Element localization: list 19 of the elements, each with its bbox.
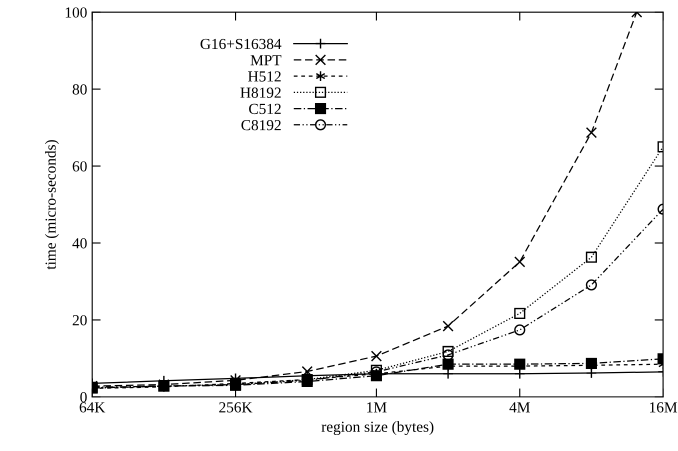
y-tick-label: 0 — [80, 392, 87, 402]
y-tick-label: 80 — [72, 84, 87, 95]
y-tick-label: 60 — [72, 161, 87, 172]
legend-label: H8192 — [240, 88, 281, 98]
x-tick-label: 256K — [219, 402, 252, 412]
x-tick-label: 4M — [509, 402, 530, 412]
x-tick-label: 64K — [80, 402, 106, 412]
legend-label: C512 — [249, 104, 281, 114]
legend-label: C8192 — [241, 120, 281, 130]
y-axis-title: time (micro-seconds) — [45, 140, 59, 270]
legend-label: H512 — [248, 71, 281, 82]
x-tick-label: 1M — [367, 402, 387, 412]
y-tick-label: 100 — [66, 7, 87, 18]
legend-label: MPT — [250, 55, 282, 66]
x-axis-title: region size (bytes) — [322, 421, 434, 436]
y-tick-label: 40 — [72, 238, 87, 248]
legend-label: G16+S16384 — [200, 38, 282, 50]
x-tick-label: 16M — [650, 402, 678, 412]
y-tick-label: 20 — [72, 315, 87, 326]
